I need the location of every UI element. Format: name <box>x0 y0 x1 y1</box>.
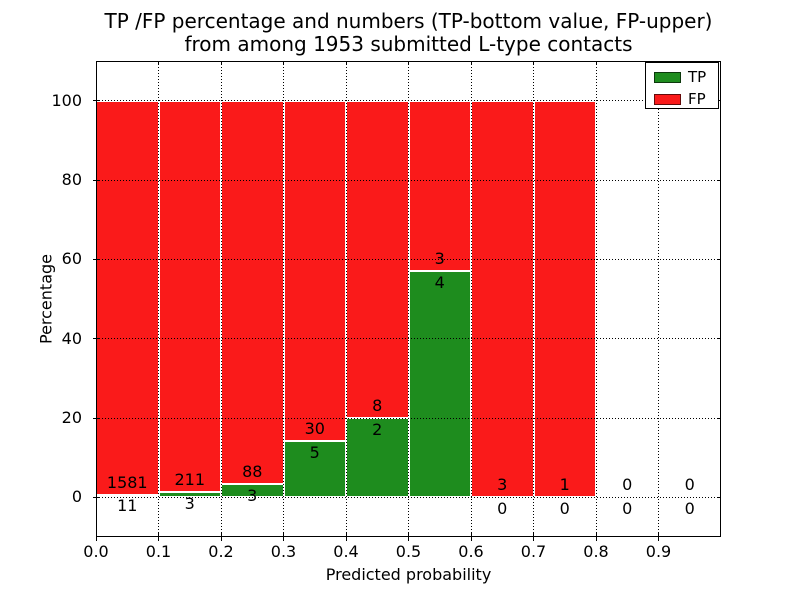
x-tick-label: 0.1 <box>145 542 172 561</box>
bar-segment-fp <box>471 100 534 498</box>
tick-mark-bottom <box>470 533 472 541</box>
tick-mark-bottom <box>95 533 97 541</box>
tick-mark-left <box>93 417 100 419</box>
tick-mark-top <box>345 61 347 65</box>
gridline-vertical <box>220 61 222 537</box>
tick-mark-top <box>533 61 534 65</box>
tick-mark-bottom <box>345 533 347 541</box>
gridline-vertical <box>345 61 347 537</box>
tick-mark-bottom <box>220 533 222 541</box>
legend-entry: TP <box>654 68 718 86</box>
legend-label: TP <box>688 67 707 86</box>
tick-mark-right <box>717 258 721 260</box>
tick-mark-top <box>408 61 409 65</box>
legend-swatch-tp-icon <box>654 71 681 83</box>
tick-mark-right <box>717 496 721 498</box>
y-tick-label: 0 <box>71 487 82 507</box>
tp-count-label: 11 <box>117 496 138 516</box>
tp-count-label: 4 <box>434 272 445 292</box>
fp-count-label: 0 <box>684 475 695 495</box>
gridline-vertical <box>595 61 597 537</box>
tp-count-label: 3 <box>247 486 258 506</box>
fp-count-label: 8 <box>372 396 383 416</box>
tick-mark-left <box>93 338 100 340</box>
chart-title: TP /FP percentage and numbers (TP-bottom… <box>96 10 721 56</box>
tick-mark-top <box>470 61 472 65</box>
y-tick-label: 20 <box>61 408 82 427</box>
tick-mark-left <box>93 179 100 181</box>
legend-label: FP <box>688 89 706 108</box>
y-tick-label: 60 <box>61 249 82 269</box>
tick-mark-top <box>220 61 222 65</box>
tick-mark-left <box>93 496 100 498</box>
x-tick-label: 0.0 <box>83 542 109 561</box>
tick-mark-bottom <box>283 533 284 541</box>
fp-count-label: 1581 <box>106 472 148 492</box>
tick-mark-bottom <box>595 533 597 541</box>
tick-mark-top <box>95 61 97 65</box>
gridline-vertical <box>658 61 659 537</box>
bar-segment-fp <box>283 100 346 441</box>
y-tick-label: 40 <box>61 328 82 348</box>
gridline-vertical <box>533 61 534 537</box>
tp-count-label: 5 <box>309 442 320 462</box>
legend: TP FP <box>645 62 719 109</box>
tp-count-label: 0 <box>622 499 633 519</box>
x-tick-label: 0.3 <box>270 542 297 561</box>
tick-mark-left <box>93 258 100 260</box>
tick-mark-right <box>717 100 721 102</box>
legend-swatch-fp-icon <box>654 93 681 105</box>
tick-mark-bottom <box>408 533 409 541</box>
chart-title-line1: TP /FP percentage and numbers (TP-bottom… <box>104 9 713 33</box>
tick-mark-bottom <box>158 533 159 541</box>
gridline-vertical <box>158 61 159 537</box>
x-tick-label: 0.9 <box>645 542 672 561</box>
fp-count-label: 0 <box>622 475 633 495</box>
legend-entry: FP <box>654 90 718 108</box>
tick-mark-right <box>717 417 721 419</box>
fp-count-label: 3 <box>497 475 508 495</box>
y-tick-label: 100 <box>51 90 82 110</box>
chart-title-line2: from among 1953 submitted L-type contact… <box>184 32 633 56</box>
tick-mark-bottom <box>533 533 534 541</box>
tp-count-label: 2 <box>372 419 383 439</box>
tick-mark-left <box>93 100 100 102</box>
fp-count-label: 88 <box>242 462 263 482</box>
fp-count-label: 3 <box>434 248 445 268</box>
plot-border <box>96 61 721 537</box>
tick-mark-top <box>595 61 597 65</box>
bar-segment-fp <box>221 100 284 485</box>
tp-count-label: 0 <box>497 499 508 519</box>
x-tick-label: 0.7 <box>520 542 547 561</box>
tp-count-label: 0 <box>559 499 570 519</box>
tick-mark-right <box>717 338 721 340</box>
fp-count-label: 30 <box>304 418 325 438</box>
gridline-vertical <box>470 61 472 537</box>
gridline-vertical <box>408 61 409 537</box>
x-tick-label: 0.6 <box>458 542 484 561</box>
tp-count-label: 0 <box>684 499 695 519</box>
x-tick-label: 0.2 <box>208 542 234 561</box>
tick-mark-top <box>283 61 284 65</box>
fp-count-label: 211 <box>174 469 206 489</box>
x-tick-label: 0.5 <box>395 542 422 561</box>
tick-mark-right <box>717 179 721 181</box>
x-tick-label: 0.4 <box>333 542 359 561</box>
x-axis-label: Predicted probability <box>325 565 492 584</box>
tick-mark-bottom <box>658 533 659 541</box>
gridline-vertical <box>283 61 284 537</box>
fp-count-label: 1 <box>559 475 570 495</box>
x-tick-label: 0.8 <box>583 542 609 561</box>
tick-mark-top <box>158 61 159 65</box>
y-tick-label: 80 <box>61 170 82 189</box>
tp-count-label: 3 <box>184 493 195 513</box>
bar-segment-tp <box>346 418 409 498</box>
